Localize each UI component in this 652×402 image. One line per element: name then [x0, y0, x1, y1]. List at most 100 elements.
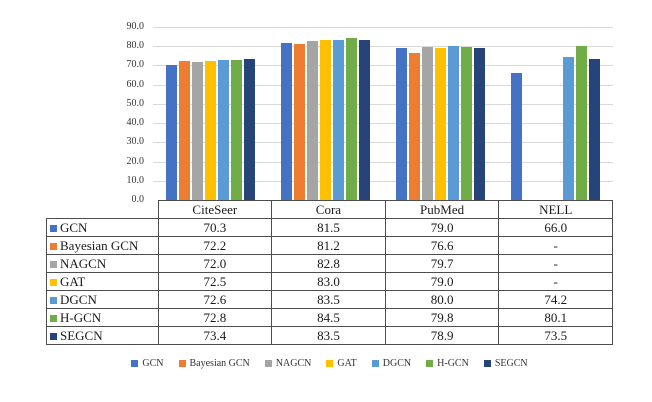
cell-nagcn-citeseer: 72.0 [157, 254, 273, 273]
cell-gat-cora: 83.0 [271, 272, 386, 291]
y-tick-label: 10.0 [126, 174, 145, 186]
bar-dgcn-pubmed [448, 46, 459, 200]
gridline [153, 161, 613, 163]
series-marker-icon [50, 261, 57, 268]
bar-gcn-nell [511, 73, 522, 200]
bar-bayesian-gcn-pubmed [409, 52, 420, 200]
cell-gat-pubmed: 79.0 [384, 272, 500, 291]
data-table: CiteSeer Cora PubMed NELL GCN 70.3 81.5 79.0 66… [46, 200, 613, 345]
series-marker-icon [50, 279, 57, 286]
legend-item-gcn: GCN [131, 358, 164, 369]
cell-segcn-pubmed: 78.9 [384, 326, 500, 345]
plot-area [153, 27, 613, 200]
y-tick-label: 50.0 [126, 97, 145, 109]
cell-bayesian-gcn-nell: - [498, 236, 613, 255]
gridline [153, 65, 613, 67]
cell-dgcn-citeseer: 72.6 [157, 290, 273, 309]
series-marker-icon [50, 243, 57, 250]
cell-h-gcn-pubmed: 79.8 [384, 308, 500, 327]
legend-swatch-icon [264, 360, 272, 367]
cell-dgcn-cora: 83.5 [271, 290, 386, 309]
legend-swatch-icon [326, 360, 334, 367]
series-marker-icon [50, 297, 57, 304]
legend-label: DGCN [382, 358, 412, 369]
gridline [153, 46, 613, 48]
legend-swatch-icon [371, 360, 379, 367]
bar-h-gcn-citeseer [231, 60, 242, 200]
table-row-nagcn: NAGCN 72.0 82.8 79.7- [46, 254, 613, 273]
legend-label: Bayesian GCN [189, 358, 250, 369]
bar-segcn-cora [359, 39, 370, 200]
legend-swatch-icon [178, 360, 186, 367]
legend-swatch-icon [426, 360, 434, 367]
cell-bayesian-gcn-cora: 81.2 [271, 236, 386, 255]
row-label-segcn: SEGCN [46, 326, 159, 345]
data-table-header: CiteSeer Cora PubMed NELL [47, 200, 613, 219]
cell-gcn-cora: 81.5 [271, 218, 386, 237]
bar-gat-pubmed [435, 48, 446, 200]
cell-dgcn-nell: 74.2 [498, 290, 613, 309]
gridline [153, 103, 613, 105]
legend-item-nagcn: NAGCN [264, 358, 312, 369]
series-marker-icon [50, 315, 57, 322]
bar-segcn-citeseer [244, 58, 255, 200]
row-label-gcn: GCN [46, 218, 159, 237]
legend-label: SEGCN [494, 358, 528, 369]
bar-bayesian-gcn-cora [294, 43, 305, 200]
legend-label: GAT [337, 358, 357, 369]
cell-bayesian-gcn-citeseer: 72.2 [157, 236, 273, 255]
y-tick-label: 20.0 [126, 155, 145, 167]
bar-h-gcn-nell [576, 46, 587, 200]
table-header-nell: NELL [498, 200, 613, 219]
legend-label: GCN [142, 358, 164, 369]
legend-label: H-GCN [437, 358, 469, 369]
bar-nagcn-pubmed [422, 46, 433, 200]
bar-gat-cora [320, 40, 331, 200]
cell-h-gcn-cora: 84.5 [271, 308, 386, 327]
bar-gcn-citeseer [166, 64, 177, 200]
table-header-cora: Cora [271, 200, 386, 219]
legend-item-dgcn: DGCN [371, 358, 412, 369]
cell-gat-citeseer: 72.5 [157, 272, 273, 291]
cell-nagcn-nell: - [498, 254, 613, 273]
row-label-h-gcn: H-GCN [46, 308, 159, 327]
legend-item-segcn: SEGCN [483, 358, 528, 369]
table-row-segcn: SEGCN 73.4 83.5 78.9 73.5 [46, 326, 613, 345]
table-header-pubmed: PubMed [384, 200, 500, 219]
cell-segcn-cora: 83.5 [271, 326, 386, 345]
cell-gcn-pubmed: 79.0 [384, 218, 500, 237]
row-label-nagcn: NAGCN [46, 254, 159, 273]
y-tick-label: 90.0 [126, 21, 145, 32]
table-row-h-gcn: H-GCN 72.8 84.5 79.8 80.1 [46, 308, 613, 327]
bar-nagcn-citeseer [192, 61, 203, 200]
row-label-gat: GAT [46, 272, 159, 291]
y-tick-label: 60.0 [126, 78, 145, 90]
cell-dgcn-pubmed: 80.0 [384, 290, 500, 309]
table-corner-cell [47, 201, 159, 219]
legend-swatch-icon [131, 360, 139, 367]
legend-label: NAGCN [275, 358, 312, 369]
y-tick-label: 0.0 [131, 194, 145, 205]
table-row-gat: GAT 72.5 83.0 79.0- [46, 272, 613, 291]
legend-swatch-icon [483, 360, 491, 367]
chart-legend: GCN Bayesian GCN NAGCN GAT DGCN H-GCN SEGCN [46, 358, 613, 369]
bar-nagcn-cora [307, 40, 318, 200]
cell-nagcn-cora: 82.8 [271, 254, 386, 273]
bar-h-gcn-pubmed [461, 46, 472, 200]
bar-dgcn-nell [563, 57, 574, 200]
cell-gcn-citeseer: 70.3 [157, 218, 273, 237]
gridline [153, 27, 613, 28]
gridline [153, 180, 613, 182]
cell-h-gcn-nell: 80.1 [498, 308, 613, 327]
cell-bayesian-gcn-pubmed: 76.6 [384, 236, 500, 255]
y-tick-label: 40.0 [126, 117, 145, 129]
legend-item-h-gcn: H-GCN [426, 358, 469, 369]
data-table-body: GCN 70.3 81.5 79.0 66.0 Bayesian GCN 72.2 81.2 7… [46, 218, 613, 345]
row-label-dgcn: DGCN [46, 290, 159, 309]
cell-segcn-nell: 73.5 [498, 326, 613, 345]
bar-gat-citeseer [205, 60, 216, 200]
gridline [153, 142, 613, 144]
bar-gcn-cora [281, 43, 292, 200]
legend-item-gat: GAT [326, 358, 357, 369]
